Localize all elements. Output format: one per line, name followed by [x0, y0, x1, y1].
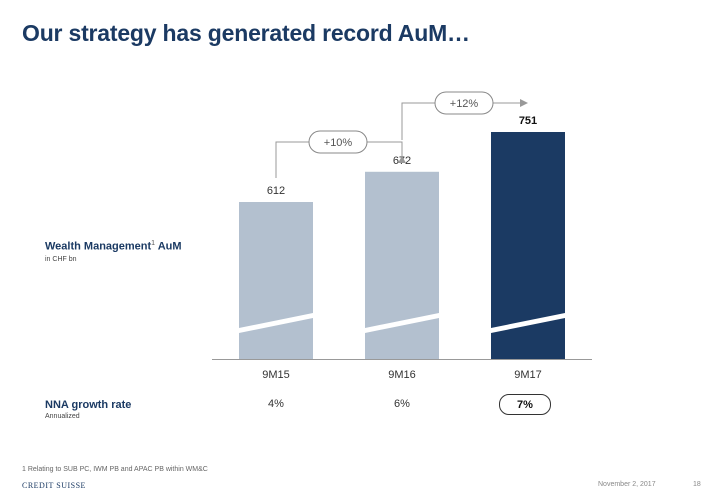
series-label-text: Wealth Management [45, 240, 152, 253]
growth-9m15-9m16-label: +10% [324, 137, 353, 149]
series-label: Wealth Management1 AuM [45, 240, 182, 253]
growth-9m16-9m17-arrowhead [520, 99, 528, 107]
category-label-9m15: 9M15 [262, 369, 290, 381]
nna-value-9m17: 7% [517, 399, 533, 411]
page-number: 18 [693, 481, 701, 488]
growth-9m16-9m17-bubble [434, 91, 494, 115]
growth-9m15-9m16-arrowhead [398, 156, 406, 163]
page-title: Our strategy has generated record AuM… [22, 20, 470, 46]
nna-value-9m16: 6% [394, 398, 410, 410]
date: November 2, 2017 [598, 481, 656, 488]
nna-sub-label: Annualized [45, 413, 80, 420]
category-label-9m17: 9M17 [514, 369, 542, 381]
footnote: 1 Relating to SUB PC, IWM PB and APAC PB… [22, 466, 208, 473]
credit-suisse-logo: CREDIT SUISSE [22, 481, 86, 490]
value-label-9m17: 751 [519, 115, 537, 127]
unit-label: in CHF bn [45, 256, 77, 263]
growth-9m15-9m16-bubble [308, 130, 368, 154]
bar-9m16 [365, 171, 439, 359]
axis-break-9m17 [491, 313, 565, 333]
axis-break-9m16 [365, 313, 439, 333]
axis-break-9m15 [239, 313, 313, 333]
nna-highlight-oval [499, 394, 551, 415]
nna-label: NNA growth rate [45, 399, 132, 411]
series-label-suffix: AuM [155, 240, 182, 253]
bar-9m15 [239, 202, 313, 359]
category-label-9m16: 9M16 [388, 369, 416, 381]
footnote-marker: 1 [151, 240, 156, 247]
nna-value-9m15: 4% [268, 398, 284, 410]
value-label-9m15: 612 [267, 185, 285, 197]
growth-9m16-9m17-label: +12% [450, 98, 479, 110]
